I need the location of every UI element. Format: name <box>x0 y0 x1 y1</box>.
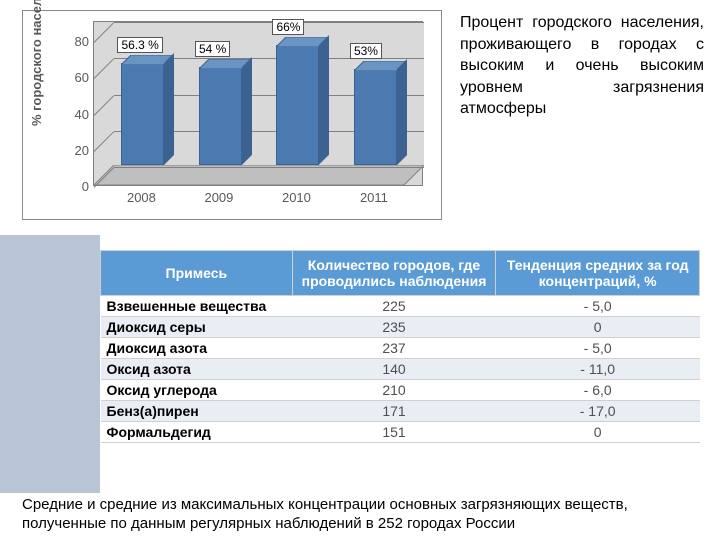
chart-xtick: 2011 <box>344 190 404 205</box>
chart-bar <box>121 63 164 165</box>
table-row: Диоксид серы2350 <box>101 317 700 338</box>
table-cell-name: Оксид азота <box>101 359 293 380</box>
chart-value-label: 54 % <box>195 41 230 57</box>
chart-gridline-diag <box>94 22 115 43</box>
table-caption: Средние и средние из максимальных концен… <box>22 496 702 534</box>
table-cell-value: 0 <box>496 317 700 338</box>
table-cell-value: 210 <box>292 380 496 401</box>
table-cell-name: Взвешенные вещества <box>101 296 293 317</box>
chart-bar <box>354 69 397 165</box>
table-header-cell: Примесь <box>101 251 293 296</box>
chart-value-label: 56.3 % <box>117 37 162 53</box>
chart-floor <box>94 165 424 185</box>
chart-value-label: 66% <box>272 19 304 35</box>
chart-bar <box>199 67 242 165</box>
chart-ytick: 80 <box>64 34 89 49</box>
table-row: Формальдегид1510 <box>101 422 700 443</box>
chart-xtick: 2010 <box>266 190 326 205</box>
chart-gridline-diag <box>94 131 115 152</box>
chart-gridline <box>114 22 424 23</box>
table-row: Взвешенные вещества225- 5,0 <box>101 296 700 317</box>
chart-gridline-diag <box>94 58 115 79</box>
table-cell-value: - 17,0 <box>496 401 700 422</box>
table-row: Оксид углерода210- 6,0 <box>101 380 700 401</box>
table-cell-value: - 11,0 <box>496 359 700 380</box>
chart-ytick: 40 <box>64 107 89 122</box>
table-cell-value: 237 <box>292 338 496 359</box>
bar-chart: % городского населения 02040608056.3 %20… <box>22 10 442 220</box>
table-row: Бенз(а)пирен171- 17,0 <box>101 401 700 422</box>
table-cell-value: - 5,0 <box>496 296 700 317</box>
table-cell-value: 235 <box>292 317 496 338</box>
table-cell-name: Диоксид азота <box>101 338 293 359</box>
table-cell-value: 171 <box>292 401 496 422</box>
chart-value-label: 53% <box>350 43 382 59</box>
table-cell-name: Оксид углерода <box>101 380 293 401</box>
pollutants-table: ПримесьКоличество городов, где проводили… <box>100 250 700 443</box>
table-row: Диоксид азота237- 5,0 <box>101 338 700 359</box>
chart-ytick: 60 <box>64 70 89 85</box>
chart-bar <box>276 45 319 165</box>
table-cell-name: Формальдегид <box>101 422 293 443</box>
table-cell-value: 140 <box>292 359 496 380</box>
chart-xtick: 2009 <box>189 190 249 205</box>
chart-gridline <box>114 167 424 168</box>
table-cell-value: - 5,0 <box>496 338 700 359</box>
table-row: Оксид азота140- 11,0 <box>101 359 700 380</box>
table-cell-value: 0 <box>496 422 700 443</box>
chart-description: Процент городского населения, проживающе… <box>460 12 704 120</box>
table-cell-value: - 6,0 <box>496 380 700 401</box>
table-cell-name: Диоксид серы <box>101 317 293 338</box>
table-cell-value: 151 <box>292 422 496 443</box>
table-cell-name: Бенз(а)пирен <box>101 401 293 422</box>
chart-xtick: 2008 <box>111 190 171 205</box>
table-header-cell: Тенденция средних за год концентраций, % <box>496 251 700 296</box>
table-cell-value: 225 <box>292 296 496 317</box>
chart-gridline-diag <box>94 95 115 116</box>
table-header-cell: Количество городов, где проводились набл… <box>292 251 496 296</box>
chart-ytick: 0 <box>64 179 89 194</box>
chart-ylabel: % городского населения <box>29 0 44 126</box>
left-shade <box>0 235 100 493</box>
chart-ytick: 20 <box>64 143 89 158</box>
chart-plot-area: 02040608056.3 %200854 %200966%201053%201… <box>93 21 423 186</box>
